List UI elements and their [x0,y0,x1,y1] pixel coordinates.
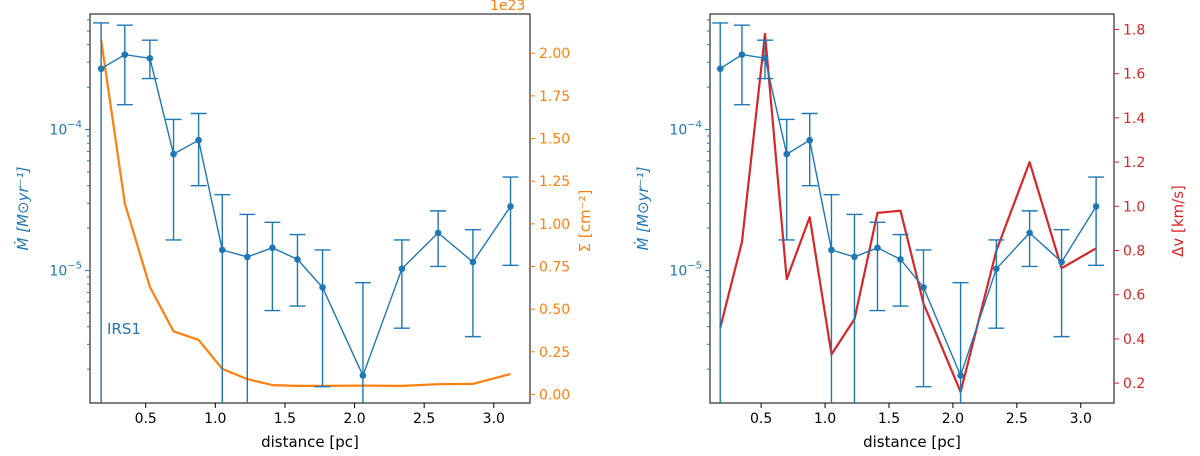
data-point [218,246,226,254]
data-point [1026,229,1033,237]
right-series-line [100,39,511,387]
x-tick-label: 3.0 [483,411,505,427]
x-tick-label: 0.5 [135,411,157,427]
data-point [783,150,791,158]
left-tick-base: 10 [669,264,687,280]
axes-frame [709,13,1115,404]
data-point [828,246,835,254]
right-tick-label: 0.8 [1123,243,1145,259]
data-point [1092,203,1100,210]
data-point [920,284,927,291]
x-tick-label: 2.5 [413,411,435,427]
x-tick-label: 1.5 [878,411,900,427]
left-axis-label: Ṁ [M⊙yr⁻¹] [633,166,652,250]
data-point [761,55,769,62]
right-tick-label: 0.50 [539,302,570,318]
right-tick-label: 1.2 [1123,155,1145,171]
right-axis-offset: 1e23 [490,0,525,14]
data-point [434,229,442,237]
right-tick-label: 1.00 [539,217,570,233]
data-point [897,256,904,263]
data-point [957,372,964,379]
accretion-line [719,53,1097,377]
left-tick-label: 10−4 [49,120,82,139]
right-series-line [719,32,1097,393]
right-tick-label: 0.75 [539,260,570,276]
x-tick-label: 2.0 [343,411,365,427]
data-point [244,253,251,261]
right-tick-label: 1.6 [1123,67,1145,83]
right-tick-label: 0.4 [1123,332,1145,348]
left-tick-base: 10 [49,264,67,280]
left-axis-label: Ṁ [M⊙yr⁻¹] [13,166,32,250]
right-tick-label: 1.0 [1123,199,1145,215]
left-tick-exponent: −4 [687,120,702,131]
data-point [121,51,129,58]
data-point [469,258,477,266]
left-tick-label: 10−5 [49,261,82,280]
data-point [170,150,177,158]
left-tick-exponent: −5 [687,261,702,272]
right-tick-label: 1.50 [539,132,570,148]
data-point [738,51,746,58]
data-point [319,284,326,291]
right-tick-label: 1.8 [1123,22,1145,38]
data-point [97,65,105,73]
left-tick-base: 10 [49,123,67,139]
right-tick-label: 0.25 [539,345,570,361]
data-point [993,265,1000,273]
x-tick-label: 0.5 [750,411,772,427]
data-point [716,65,724,73]
right-tick-label: 2.00 [539,46,570,62]
data-point [1058,258,1065,266]
right-tick-label: 0.2 [1123,376,1145,392]
data-point [398,265,406,273]
x-tick-label: 1.5 [274,411,296,427]
data-point [294,256,301,263]
x-tick-label: 2.0 [942,411,964,427]
data-point [806,136,814,144]
right-tick-label: 1.25 [539,174,570,190]
data-point [359,372,367,379]
data-point [146,55,154,62]
x-tick-label: 1.0 [814,411,836,427]
x-axis-label: distance [pc] [261,433,359,451]
right-tick-label: 1.4 [1123,111,1145,127]
x-tick-label: 2.5 [1006,411,1028,427]
x-axis-label: distance [pc] [863,433,961,451]
right-tick-label: 1.75 [539,89,570,105]
x-tick-label: 3.0 [1070,411,1092,427]
right-tick-label: 0.00 [539,387,570,403]
data-point [269,244,276,252]
left-tick-base: 10 [669,123,687,139]
accretion-line [100,53,512,377]
irs1-annotation: IRS1 [107,320,141,338]
right-axis-label: Σ [cm⁻²] [576,190,594,253]
data-point [507,203,514,210]
data-point [195,136,202,144]
data-point [851,253,858,261]
x-tick-label: 1.0 [204,411,226,427]
right-tick-label: 0.6 [1123,288,1145,304]
axes-frame [89,13,531,404]
right-axis-label: Δv [km/s] [1169,185,1187,257]
left-tick-label: 10−5 [669,261,702,280]
left-tick-label: 10−4 [669,120,702,139]
left-tick-exponent: −4 [67,120,82,131]
data-point [874,244,881,252]
left-tick-exponent: −5 [67,261,82,272]
